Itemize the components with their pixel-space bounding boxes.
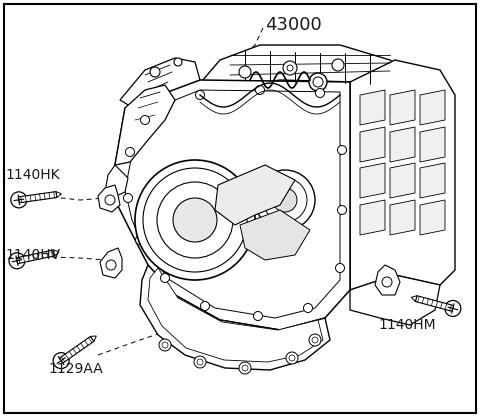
Polygon shape: [390, 163, 415, 198]
Circle shape: [263, 178, 307, 222]
Circle shape: [332, 59, 344, 71]
Polygon shape: [125, 90, 340, 318]
Polygon shape: [390, 90, 415, 125]
Circle shape: [201, 301, 209, 311]
Polygon shape: [240, 210, 310, 260]
Circle shape: [141, 116, 149, 125]
Circle shape: [11, 192, 27, 208]
Circle shape: [253, 311, 263, 321]
Circle shape: [445, 300, 461, 317]
Circle shape: [150, 67, 160, 77]
Circle shape: [159, 339, 171, 351]
Text: 1140HM: 1140HM: [378, 318, 436, 332]
Circle shape: [382, 277, 392, 287]
Circle shape: [135, 236, 144, 244]
Polygon shape: [54, 250, 59, 256]
Circle shape: [173, 198, 217, 242]
Circle shape: [239, 66, 251, 78]
Circle shape: [9, 253, 25, 269]
Circle shape: [106, 260, 116, 270]
Circle shape: [283, 61, 297, 75]
Circle shape: [157, 182, 233, 258]
Circle shape: [53, 353, 69, 369]
Polygon shape: [91, 336, 96, 341]
Polygon shape: [115, 85, 175, 165]
Polygon shape: [148, 268, 323, 362]
Circle shape: [336, 264, 345, 272]
Text: 43000: 43000: [265, 16, 322, 34]
Text: 1140HV: 1140HV: [5, 248, 60, 262]
Polygon shape: [350, 275, 440, 325]
Circle shape: [255, 85, 264, 95]
Polygon shape: [415, 296, 454, 311]
Circle shape: [105, 195, 115, 205]
Polygon shape: [360, 127, 385, 162]
Circle shape: [242, 365, 248, 371]
Circle shape: [255, 170, 315, 230]
Polygon shape: [360, 90, 385, 125]
Polygon shape: [56, 191, 61, 198]
Polygon shape: [60, 337, 94, 363]
Polygon shape: [215, 165, 295, 225]
Polygon shape: [420, 163, 445, 198]
Circle shape: [194, 356, 206, 368]
Polygon shape: [115, 80, 350, 330]
Circle shape: [125, 148, 134, 156]
Polygon shape: [420, 127, 445, 162]
Polygon shape: [18, 191, 57, 203]
Text: 1140HK: 1140HK: [5, 168, 60, 182]
Circle shape: [197, 359, 203, 365]
Polygon shape: [375, 265, 400, 295]
Polygon shape: [390, 200, 415, 235]
Polygon shape: [360, 200, 385, 235]
Polygon shape: [350, 60, 455, 290]
Circle shape: [312, 337, 318, 343]
Circle shape: [286, 352, 298, 364]
Circle shape: [273, 188, 297, 212]
Circle shape: [123, 193, 132, 203]
Polygon shape: [420, 200, 445, 235]
Circle shape: [337, 146, 347, 155]
Polygon shape: [190, 45, 410, 95]
Circle shape: [174, 58, 182, 66]
Polygon shape: [100, 248, 122, 278]
Circle shape: [143, 168, 247, 272]
Text: 1129AA: 1129AA: [48, 362, 103, 376]
Polygon shape: [420, 90, 445, 125]
Polygon shape: [140, 265, 330, 370]
Circle shape: [287, 65, 293, 71]
Circle shape: [303, 304, 312, 312]
Circle shape: [313, 77, 323, 87]
Polygon shape: [105, 165, 128, 198]
Circle shape: [289, 355, 295, 361]
Circle shape: [315, 88, 324, 98]
Circle shape: [337, 206, 347, 214]
Circle shape: [309, 73, 327, 91]
Polygon shape: [98, 185, 120, 212]
Circle shape: [195, 90, 204, 100]
Polygon shape: [360, 163, 385, 198]
Circle shape: [162, 342, 168, 348]
Polygon shape: [120, 58, 200, 112]
Polygon shape: [411, 296, 417, 301]
Circle shape: [135, 160, 255, 280]
Polygon shape: [390, 127, 415, 162]
Polygon shape: [16, 250, 55, 264]
Circle shape: [239, 362, 251, 374]
Circle shape: [160, 274, 169, 282]
Circle shape: [309, 334, 321, 346]
